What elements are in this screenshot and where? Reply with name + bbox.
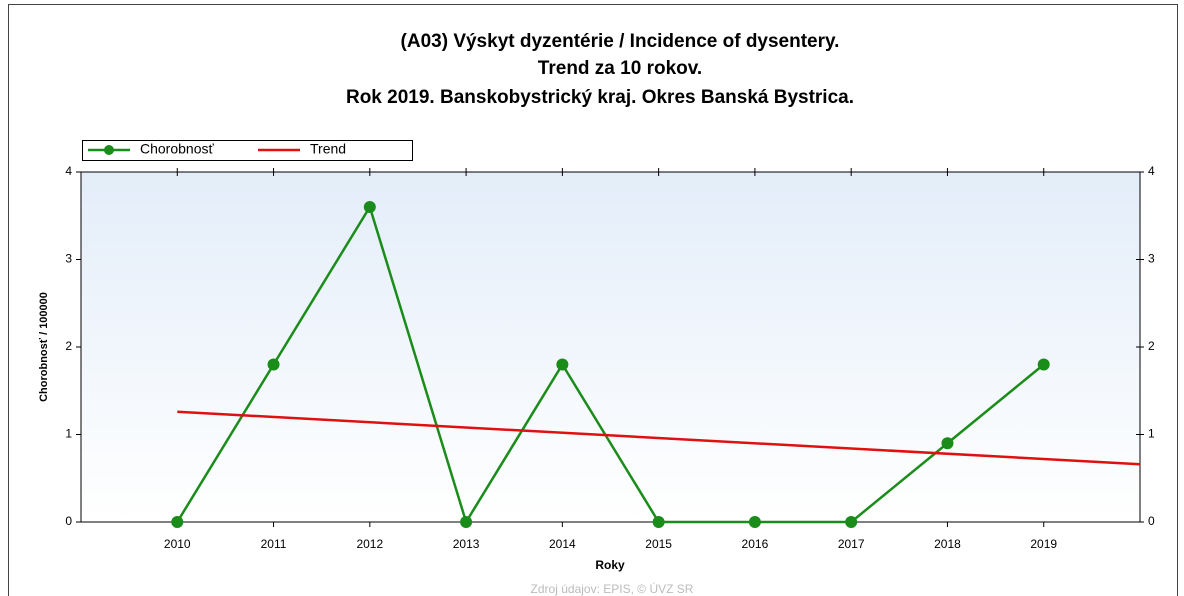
x-tick-label: 2011 xyxy=(261,537,287,551)
y-tick-label: 2 xyxy=(65,339,72,353)
series-line xyxy=(177,410,1141,466)
point xyxy=(845,516,858,528)
plot-area xyxy=(80,171,1141,523)
legend-label: Trend xyxy=(310,141,346,157)
point xyxy=(941,437,954,450)
x-tick-label: 2019 xyxy=(1030,537,1057,551)
series-line xyxy=(176,203,1045,526)
chart-title: (A03) Výskyt dyzentérie / Incidence of d… xyxy=(401,31,840,52)
x-tick-label: 2014 xyxy=(549,537,576,551)
x-tick-label: 2017 xyxy=(838,537,865,551)
legend-label: Chorobnosť xyxy=(140,141,214,157)
point xyxy=(267,358,280,371)
point xyxy=(171,516,184,528)
point xyxy=(363,201,376,213)
y-tick-label: 4 xyxy=(65,164,72,178)
y2-tick-label: 1 xyxy=(1148,427,1155,441)
x-axis-label: Roky xyxy=(595,558,625,572)
x-tick-label: 2010 xyxy=(164,537,191,551)
legend-box xyxy=(82,140,413,161)
y2-tick-label: 0 xyxy=(1148,514,1155,528)
x-tick-label: 2012 xyxy=(356,537,383,551)
chart-title: Rok 2019. Banskobystrický kraj. Okres Ba… xyxy=(346,87,854,108)
x-tick-label: 2013 xyxy=(453,537,480,551)
point xyxy=(748,516,761,528)
y-axis-label: Chorobnosť / 100000 xyxy=(38,292,50,402)
y2-tick-label: 2 xyxy=(1148,339,1155,353)
legend-marker xyxy=(104,145,114,155)
footer: Zdroj údajov: EPIS, © ÚVZ SR xyxy=(531,581,694,596)
y2-tick-label: 3 xyxy=(1148,252,1155,266)
y2-tick-label: 4 xyxy=(1148,164,1155,178)
y-tick-label: 3 xyxy=(65,252,72,266)
chart-title: Trend za 10 rokov. xyxy=(538,58,702,79)
x-tick-label: 2016 xyxy=(742,537,769,551)
point xyxy=(556,358,569,371)
y-tick-label: 0 xyxy=(65,514,72,528)
point xyxy=(1037,358,1050,371)
y-tick-label: 1 xyxy=(65,427,72,441)
x-tick-label: 2015 xyxy=(645,537,672,551)
point xyxy=(652,516,665,528)
x-tick-label: 2018 xyxy=(934,537,961,551)
point xyxy=(460,516,473,528)
